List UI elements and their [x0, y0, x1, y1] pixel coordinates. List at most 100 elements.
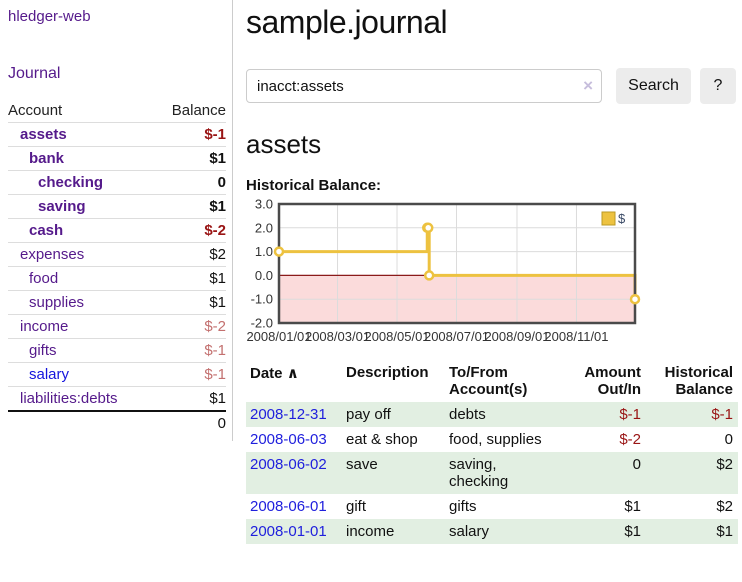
account-balance: $2	[153, 242, 226, 267]
chart-label: Historical Balance:	[246, 177, 382, 194]
transaction-amount: $-1	[563, 402, 647, 427]
transaction-description: gift	[346, 498, 367, 515]
transaction-amount: 0	[563, 452, 647, 494]
account-row: salary $-1	[8, 362, 226, 387]
chart-box: $3.0 2.0 1.0 0.0 -1.0 -2.0 2008/01/01 2008/03/0…	[246, 197, 738, 352]
account-link[interactable]: liabilities:debts	[20, 390, 118, 407]
account-row: cash $-2	[8, 218, 226, 243]
transaction-balance: $1	[647, 519, 738, 544]
transaction-date-link[interactable]: 2008-06-02	[250, 456, 327, 473]
account-link[interactable]: salary	[29, 366, 70, 383]
transaction-date-link[interactable]: 2008-06-01	[250, 498, 327, 515]
total-spacer	[8, 410, 154, 435]
account-row: bank $1	[8, 146, 226, 171]
amount-column-header: Amount Out/In	[584, 364, 641, 398]
svg-text:2008/11/01: 2008/11/01	[544, 329, 608, 344]
account-balance: $-1	[153, 362, 226, 387]
account-link[interactable]: saving	[38, 198, 86, 215]
description-column-header: Description	[346, 364, 429, 381]
account-balance: $1	[153, 386, 226, 412]
account-balance: $-2	[153, 218, 226, 243]
transaction-row: 2008-01-01 income salary $1 $1	[246, 519, 738, 544]
accounts-table-body: assets $-1 bank $1 checking 0 saving $1 cash $-2 e…	[8, 122, 226, 435]
app-brand-link[interactable]: hledger-web	[8, 8, 91, 25]
sort-ascending-icon: ∧	[286, 365, 299, 382]
svg-text:2008/07/01: 2008/07/01	[424, 329, 489, 344]
transaction-row: 2008-06-02 save saving, checking 0 $2	[246, 452, 738, 494]
date-header-label: Date	[250, 365, 283, 382]
transaction-balance: 0	[724, 431, 733, 448]
account-link[interactable]: supplies	[29, 294, 85, 311]
sidebar: hledger-web Journal Account Balance asse…	[0, 0, 233, 441]
transaction-accounts: food, supplies	[449, 431, 542, 448]
page-title: sample.journal	[246, 4, 448, 40]
account-row: gifts $-1	[8, 338, 226, 363]
account-row: supplies $1	[8, 290, 226, 315]
account-link[interactable]: expenses	[20, 246, 85, 263]
svg-text:2008/05/01: 2008/05/01	[364, 329, 429, 344]
svg-text:3.0: 3.0	[255, 198, 273, 212]
account-balance: $-2	[153, 314, 226, 339]
account-balance: $1	[153, 146, 226, 171]
account-row: liabilities:debts $1	[8, 386, 226, 412]
svg-text:-2.0: -2.0	[251, 316, 273, 331]
account-row: expenses $2	[8, 242, 226, 267]
svg-text:1.0: 1.0	[255, 244, 273, 259]
account-row: income $-2	[8, 314, 226, 339]
transactions-table-body: 2008-12-31 pay off debts $-1 $-1 2008-06-03 ea…	[246, 402, 738, 544]
account-row: checking 0	[8, 170, 226, 195]
svg-text:0.0: 0.0	[255, 268, 273, 283]
svg-text:2008/01/01: 2008/01/01	[246, 329, 311, 344]
accounts-column-header-txn: To/From Account(s)	[449, 364, 528, 398]
svg-text:2008/09/01: 2008/09/01	[484, 329, 549, 344]
transaction-description: eat & shop	[346, 431, 418, 448]
transaction-amount: $-2	[619, 431, 641, 448]
account-balance: $1	[153, 266, 226, 291]
balance-column-header: Balance	[153, 99, 226, 123]
account-balance: $1	[153, 194, 226, 219]
accounts-table: Account Balance assets $-1 bank $1 checking 0…	[8, 99, 226, 435]
svg-text:2008/03/01: 2008/03/01	[305, 329, 370, 344]
search-input[interactable]	[246, 69, 602, 103]
transaction-date-link[interactable]: 2008-12-31	[250, 406, 327, 423]
account-heading: assets	[246, 129, 322, 159]
svg-text:2.0: 2.0	[255, 220, 273, 235]
transaction-description: income	[342, 519, 445, 544]
date-column-header[interactable]: Date ∧	[246, 362, 342, 402]
account-link[interactable]: cash	[29, 222, 64, 239]
transaction-date-link[interactable]: 2008-06-03	[250, 431, 327, 448]
account-balance: $-1	[153, 122, 226, 147]
transaction-amount: $1	[624, 498, 641, 515]
accounts-column-header: Account	[8, 99, 154, 123]
account-link[interactable]: food	[29, 270, 59, 287]
help-button[interactable]: ?	[700, 68, 736, 104]
transaction-date-link[interactable]: 2008-01-01	[250, 523, 327, 540]
transaction-accounts: saving, checking	[445, 452, 563, 494]
search-bar: × Search ?	[246, 68, 738, 104]
search-button[interactable]: Search	[616, 68, 691, 104]
account-link[interactable]: bank	[29, 150, 65, 167]
transaction-accounts: debts	[445, 402, 563, 427]
transaction-row: 2008-06-01 gift gifts $1 $2	[246, 494, 738, 519]
transactions-table: Date ∧ Description To/From Account(s) Am…	[246, 362, 738, 544]
accounts-table-header-row: Account Balance	[8, 99, 226, 123]
transaction-balance: $2	[647, 452, 738, 494]
account-link[interactable]: checking	[38, 174, 104, 191]
account-balance: 0	[153, 170, 226, 195]
main-content: sample.journal × Search ? assets Histori…	[233, 0, 742, 544]
transaction-balance: $2	[716, 498, 733, 515]
accounts-total-row: 0	[8, 410, 226, 435]
account-balance: $1	[153, 290, 226, 315]
search-input-wrap: ×	[246, 69, 602, 103]
account-link[interactable]: assets	[20, 126, 67, 143]
clear-search-icon[interactable]: ×	[583, 76, 593, 95]
sidebar-item-journal[interactable]: Journal	[8, 65, 61, 82]
account-row: assets $-1	[8, 122, 226, 147]
svg-text:$: $	[618, 211, 626, 226]
account-link[interactable]: gifts	[29, 342, 57, 359]
transaction-accounts: salary	[445, 519, 563, 544]
accounts-total-value: 0	[153, 410, 226, 435]
account-link[interactable]: income	[20, 318, 69, 335]
account-row: saving $1	[8, 194, 226, 219]
transaction-balance: $-1	[647, 402, 738, 427]
